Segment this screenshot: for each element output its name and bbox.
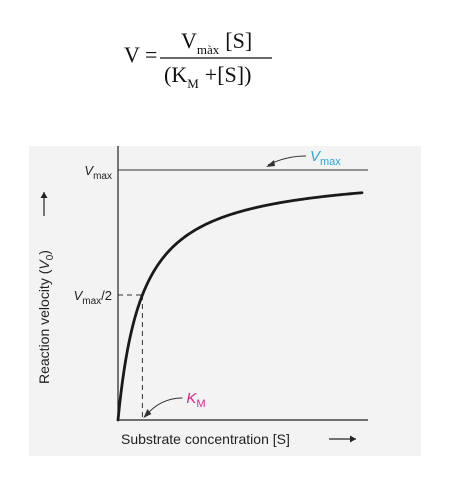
numerator-subscript: màx xyxy=(197,42,220,57)
y-axis-label-sub: 0 xyxy=(45,254,56,260)
denominator-rest: +[S]) xyxy=(205,62,252,87)
y-axis-label-group: Reaction velocity (V0) xyxy=(36,192,56,384)
numerator-v: V xyxy=(181,28,197,53)
denominator-subscript: M xyxy=(187,76,199,91)
vmax-pointer-head xyxy=(266,160,275,167)
vmax-annotation-sub: max xyxy=(320,156,341,168)
equation-lhs: V = xyxy=(124,42,157,67)
km-annotation-sub: M xyxy=(196,398,205,410)
km-pointer-head xyxy=(143,409,152,418)
vmax-tick-v: V xyxy=(84,163,94,178)
half-tick-v: V xyxy=(74,288,84,303)
y-axis-arrowhead xyxy=(40,192,48,198)
michaelis-menten-equation: V = Vmàx [S] (KM +[S]) xyxy=(124,28,272,91)
half-vmax-tick-label: Vmax/2 xyxy=(74,288,112,307)
half-tick-sub: max xyxy=(82,296,101,307)
km-annotation: KM xyxy=(186,390,205,410)
axes xyxy=(117,146,368,421)
vmax-tick-sub: max xyxy=(93,171,112,182)
y-axis-label-main: Reaction velocity ( xyxy=(36,269,52,384)
x-axis-label: Substrate concentration [S] xyxy=(121,431,290,447)
velocity-curve xyxy=(116,191,364,422)
vmax-annotation: Vmax xyxy=(310,148,341,168)
chart-panel: Vmax Vmax/2 Vmax KM Substrate concentration … xyxy=(29,146,421,456)
y-axis-label-var: V xyxy=(36,259,52,270)
svg-text:Vmàx[S]: Vmàx [S] xyxy=(181,28,252,57)
svg-text:(KM+[S]): (KM +[S]) xyxy=(164,62,251,91)
numerator-substrate: [S] xyxy=(225,28,252,53)
x-axis-arrowhead xyxy=(350,435,356,443)
vmax-annotation-v: V xyxy=(310,148,322,165)
km-pointer xyxy=(145,397,183,417)
curve-layer xyxy=(116,191,364,422)
vmax-tick-label: Vmax xyxy=(84,163,112,182)
denominator-open: (K xyxy=(164,62,187,87)
y-axis-label: Reaction velocity (V0) xyxy=(36,250,56,384)
y-axis-label-close: ) xyxy=(36,250,52,255)
half-tick-rest: /2 xyxy=(101,288,112,303)
km-annotation-k: K xyxy=(186,390,197,407)
